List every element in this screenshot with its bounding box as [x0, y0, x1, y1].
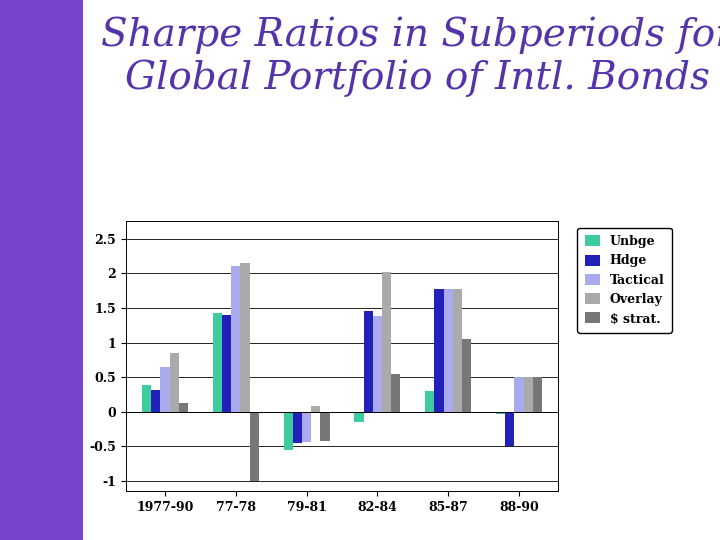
- Bar: [302, 412, 311, 442]
- Bar: [169, 353, 179, 412]
- Bar: [179, 403, 188, 412]
- Bar: [151, 390, 161, 412]
- Bar: [453, 288, 462, 412]
- Bar: [523, 377, 533, 412]
- Legend: Unbge, Hdge, Tactical, Overlay, $ strat.: Unbge, Hdge, Tactical, Overlay, $ strat.: [577, 228, 672, 333]
- Bar: [462, 339, 472, 412]
- Bar: [434, 288, 444, 412]
- Bar: [222, 315, 231, 412]
- Bar: [382, 272, 391, 412]
- Bar: [284, 412, 293, 450]
- Bar: [533, 377, 542, 412]
- Bar: [391, 374, 400, 412]
- Bar: [320, 412, 330, 441]
- Bar: [496, 412, 505, 414]
- Bar: [212, 314, 222, 412]
- Bar: [311, 406, 320, 412]
- Bar: [373, 316, 382, 412]
- Bar: [250, 412, 258, 481]
- Bar: [161, 367, 169, 412]
- Bar: [231, 266, 240, 412]
- Bar: [505, 412, 515, 447]
- Bar: [240, 263, 250, 412]
- Bar: [364, 312, 373, 412]
- Bar: [293, 412, 302, 443]
- Text: Sharpe Ratios in Subperiods for
Global Portfolio of Intl. Bonds: Sharpe Ratios in Subperiods for Global P…: [102, 16, 720, 97]
- Bar: [444, 288, 453, 412]
- Bar: [426, 391, 434, 412]
- Bar: [142, 386, 151, 412]
- Bar: [354, 412, 364, 422]
- Bar: [515, 377, 523, 412]
